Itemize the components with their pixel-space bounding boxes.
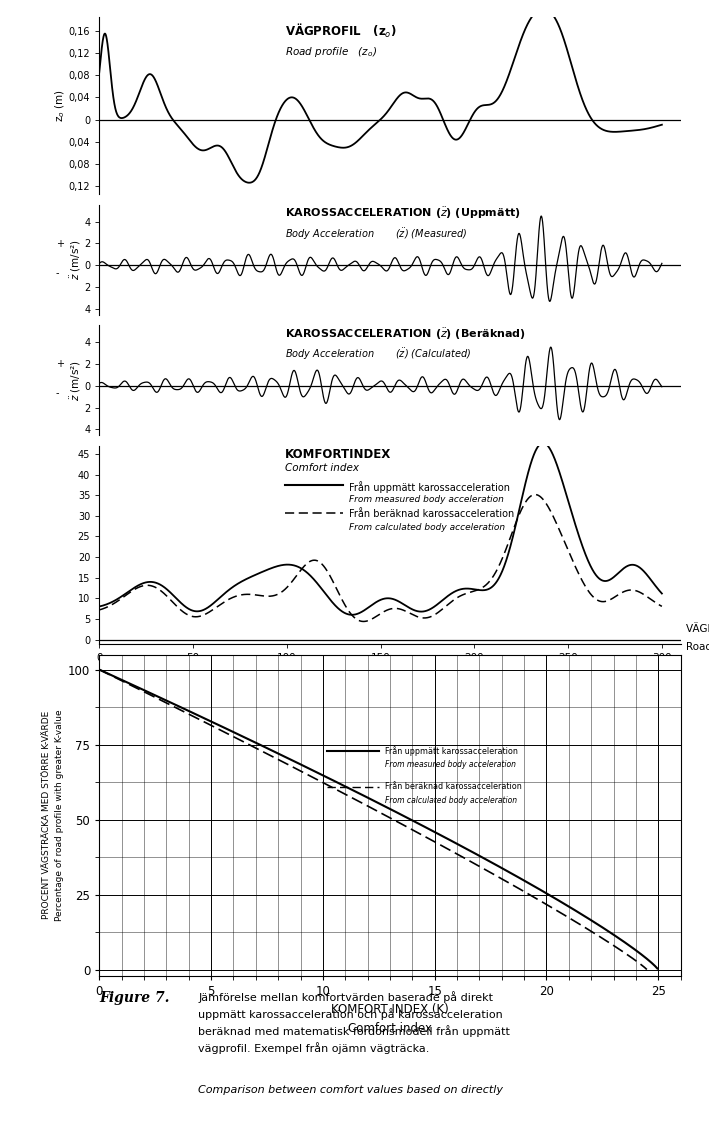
Text: VÄGKOORDINAT  (x)(m)
Road coordinate    (x)(m): VÄGKOORDINAT (x)(m) Road coordinate (x)(… — [686, 624, 709, 651]
Text: From calculated body acceleration: From calculated body acceleration — [350, 523, 506, 532]
Text: Comparison between comfort values based on directly: Comparison between comfort values based … — [198, 1085, 503, 1095]
Text: KAROSSACCELERATION ($\ddot{z}$) (Beräknad): KAROSSACCELERATION ($\ddot{z}$) (Beräkna… — [285, 327, 526, 341]
Text: From measured body acceleration: From measured body acceleration — [350, 495, 504, 504]
Text: Från uppmätt karossacceleration: Från uppmätt karossacceleration — [350, 481, 510, 493]
Text: Från beräknad karossacceleration: Från beräknad karossacceleration — [350, 508, 515, 519]
Y-axis label: PROCENT VÄGSTRÄCKA MED STÖRRE K-VÄRDE
Percentage of road profile with greater K-: PROCENT VÄGSTRÄCKA MED STÖRRE K-VÄRDE Pe… — [42, 710, 64, 921]
X-axis label: KOMFORT INDEX (K)
Comfort index: KOMFORT INDEX (K) Comfort index — [331, 1003, 449, 1035]
Text: -: - — [56, 268, 59, 278]
Text: Comfort index: Comfort index — [285, 463, 359, 473]
Text: Jämförelse mellan komfortvärden baserade på direkt
uppmätt karossacceleration oc: Jämförelse mellan komfortvärden baserade… — [198, 991, 510, 1054]
Y-axis label: $\ddot{z}$ (m/s²): $\ddot{z}$ (m/s²) — [68, 359, 82, 401]
Text: Från uppmätt karossacceleration: Från uppmätt karossacceleration — [386, 746, 518, 756]
Text: Från beräknad karossacceleration: Från beräknad karossacceleration — [386, 782, 523, 791]
Text: VÄGPROFIL   (z$_o$): VÄGPROFIL (z$_o$) — [285, 23, 397, 41]
Text: -: - — [56, 389, 59, 399]
Text: KOMFORTINDEX: KOMFORTINDEX — [285, 447, 391, 461]
Text: +: + — [56, 359, 64, 370]
Text: Body Acceleration       ($\ddot{z}$) (Measured): Body Acceleration ($\ddot{z}$) (Measured… — [285, 227, 468, 242]
Y-axis label: $\ddot{z}$ (m/s²): $\ddot{z}$ (m/s²) — [68, 240, 82, 280]
Text: Figure 7.: Figure 7. — [99, 991, 169, 1006]
Text: From measured body acceleration: From measured body acceleration — [386, 759, 516, 768]
Text: KAROSSACCELERATION ($\ddot{z}$) (Uppmätt): KAROSSACCELERATION ($\ddot{z}$) (Uppmätt… — [285, 206, 521, 221]
Y-axis label: z$_o$ (m): z$_o$ (m) — [54, 89, 67, 122]
Text: Body Acceleration       ($\ddot{z}$) (Calculated): Body Acceleration ($\ddot{z}$) (Calculat… — [285, 347, 471, 363]
Text: +: + — [56, 238, 64, 249]
Text: From calculated body acceleration: From calculated body acceleration — [386, 796, 518, 805]
Text: Road profile   (z$_o$): Road profile (z$_o$) — [285, 45, 377, 60]
